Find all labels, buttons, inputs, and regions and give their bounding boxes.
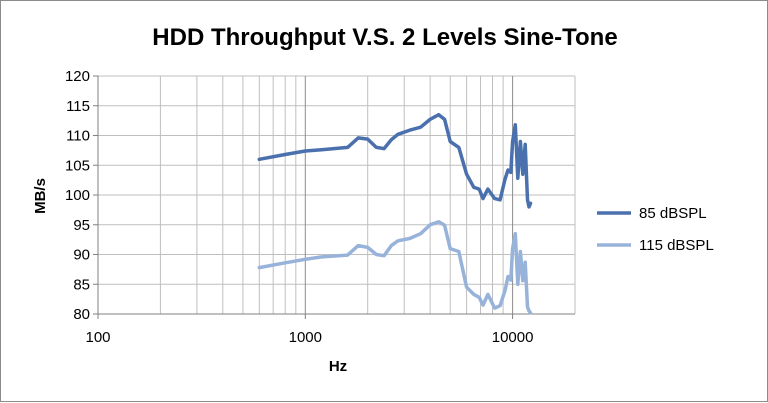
y-tick-label: 90 (73, 247, 90, 264)
y-axis-title: MB/s (32, 178, 49, 214)
legend-label-1: 85 dBSPL (639, 205, 707, 222)
x-tick-label: 100 (85, 329, 110, 346)
y-tick-label: 80 (73, 306, 90, 323)
y-tick-label: 95 (73, 217, 90, 234)
x-tick-label: 1000 (289, 329, 322, 346)
y-tick-label: 85 (73, 276, 90, 293)
series-lines (257, 112, 533, 315)
x-axis-title: Hz (329, 358, 347, 375)
series-line-1 (257, 112, 533, 209)
series-line-2 (257, 220, 533, 315)
legend: 85 dBSPL 115 dBSPL (597, 205, 714, 254)
tick-labels: 80 85 90 95 100 105 110 115 120 100 1000 10000 (65, 68, 533, 346)
axes (93, 75, 575, 319)
y-tick-label: 100 (65, 187, 90, 204)
legend-label-2: 115 dBSPL (639, 237, 714, 254)
y-tick-label: 115 (66, 98, 90, 115)
grid (97, 75, 576, 315)
chart-title: HDD Throughput V.S. 2 Levels Sine-Tone (152, 24, 617, 51)
x-tick-label: 10000 (492, 329, 534, 346)
y-tick-label: 105 (65, 157, 90, 174)
y-tick-label: 110 (66, 128, 90, 145)
y-tick-label: 120 (65, 68, 90, 85)
